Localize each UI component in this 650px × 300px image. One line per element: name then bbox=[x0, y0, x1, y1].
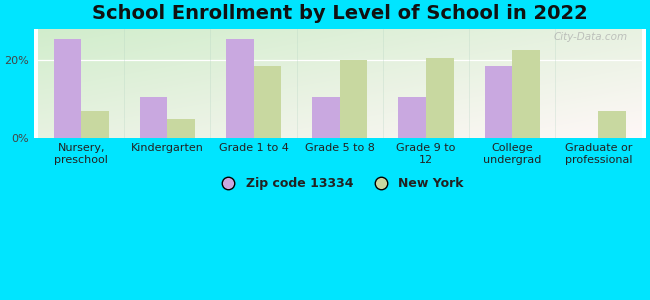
Bar bbox=[426, 58, 454, 138]
Legend: Zip code 13334, New York: Zip code 13334, New York bbox=[211, 172, 469, 195]
Bar bbox=[53, 39, 81, 138]
Bar bbox=[312, 97, 340, 138]
Title: School Enrollment by Level of School in 2022: School Enrollment by Level of School in … bbox=[92, 4, 588, 23]
Bar bbox=[485, 66, 512, 138]
Bar bbox=[168, 118, 195, 138]
Bar bbox=[512, 50, 540, 138]
Bar bbox=[340, 60, 367, 138]
Bar bbox=[398, 97, 426, 138]
Bar bbox=[81, 111, 109, 138]
Bar bbox=[226, 39, 254, 138]
Bar bbox=[254, 66, 281, 138]
Bar bbox=[599, 111, 626, 138]
Text: City-Data.com: City-Data.com bbox=[553, 32, 627, 42]
Bar bbox=[140, 97, 168, 138]
